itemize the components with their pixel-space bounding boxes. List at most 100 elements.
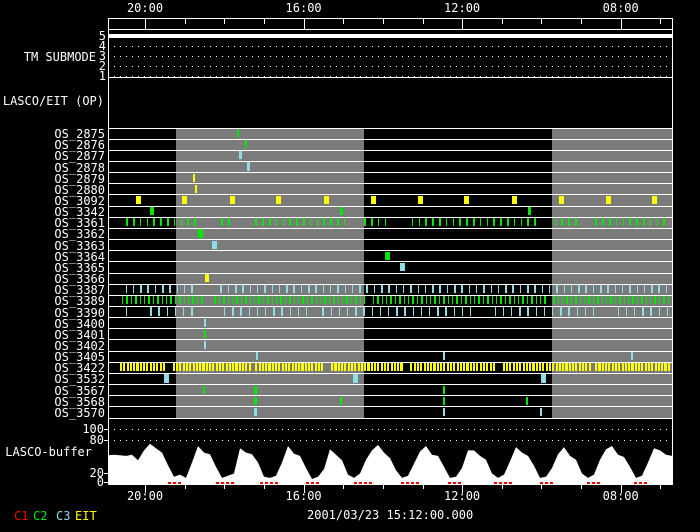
- os-mark: [385, 296, 388, 305]
- os-mark: [565, 363, 568, 372]
- os-mark: [304, 363, 307, 372]
- os-mark: [527, 207, 531, 216]
- os-mark: [553, 296, 555, 305]
- os-mark: [135, 296, 137, 305]
- buffer-red-mark: [448, 482, 451, 484]
- os-row-label: OS_2878: [54, 160, 105, 175]
- os-mark: [203, 385, 206, 394]
- os-mark: [526, 396, 529, 405]
- os-mark: [315, 285, 317, 294]
- os-mark: [306, 296, 309, 305]
- buffer-red-mark: [494, 482, 497, 484]
- os-mark: [228, 363, 231, 372]
- os-mark: [204, 274, 209, 283]
- buffer-red-mark: [597, 482, 600, 484]
- os-mark: [407, 296, 410, 305]
- os-mark: [242, 285, 244, 294]
- os-mark: [271, 285, 274, 294]
- hour-tick-top: [145, 19, 146, 29]
- os-mark: [555, 363, 558, 372]
- os-mark: [238, 363, 241, 372]
- os-mark: [534, 218, 536, 227]
- hour-tick-top: [501, 19, 503, 24]
- os-mark: [337, 218, 339, 227]
- buffer-ytick-label: 80: [89, 433, 104, 447]
- os-mark: [618, 363, 621, 372]
- os-mark: [490, 285, 493, 294]
- os-mark: [237, 129, 239, 138]
- os-mark: [572, 363, 575, 372]
- hour-tick-top: [422, 19, 424, 24]
- buffer-red-mark: [178, 482, 181, 484]
- os-mark: [650, 307, 652, 316]
- os-mark: [315, 296, 318, 305]
- os-mark: [281, 307, 283, 316]
- os-mark: [511, 195, 517, 205]
- os-mark: [491, 296, 494, 305]
- os-mark: [486, 218, 489, 227]
- os-mark: [531, 296, 533, 305]
- os-mark: [352, 374, 358, 383]
- os-mark: [289, 296, 291, 305]
- os-mark: [592, 307, 595, 316]
- os-mark: [395, 285, 398, 294]
- os-mark: [601, 296, 604, 305]
- hour-tick-bottom: [422, 485, 424, 489]
- os-mark: [443, 352, 446, 361]
- os-mark: [291, 363, 294, 372]
- os-mark: [513, 296, 516, 305]
- hour-tick-top: [224, 19, 226, 24]
- buffer-red-mark: [509, 482, 512, 484]
- os-mark: [296, 218, 298, 227]
- row-separator: [108, 283, 672, 285]
- os-mark: [314, 363, 317, 372]
- buffer-red-mark: [634, 482, 637, 484]
- os-mark: [275, 296, 278, 305]
- os-mark: [275, 363, 278, 372]
- os-mark: [330, 307, 333, 316]
- os-row-label: OS_3422: [54, 361, 105, 376]
- os-mark: [143, 296, 146, 305]
- os-mark: [651, 363, 654, 372]
- os-mark: [588, 363, 591, 372]
- os-mark: [387, 363, 390, 372]
- os-mark: [245, 363, 248, 372]
- os-mark: [644, 363, 647, 372]
- os-mark: [443, 296, 445, 305]
- os-mark: [146, 218, 149, 227]
- buffer-red-mark: [168, 482, 171, 484]
- os-mark: [469, 363, 472, 372]
- row-separator: [108, 328, 672, 330]
- os-mark: [182, 195, 188, 205]
- os-mark: [560, 307, 562, 316]
- os-mark: [289, 307, 292, 316]
- os-row-label: OS_3400: [54, 316, 105, 331]
- os-mark: [624, 363, 627, 372]
- os-mark: [240, 296, 243, 305]
- os-mark: [466, 363, 469, 372]
- buffer-red-mark: [540, 482, 543, 484]
- os-mark: [379, 307, 382, 316]
- os-mark: [384, 218, 387, 227]
- os-mark: [321, 363, 324, 372]
- os-mark: [509, 363, 512, 372]
- os-mark: [534, 285, 536, 294]
- os-mark: [621, 363, 624, 372]
- os-row-label: OS_3362: [54, 227, 105, 242]
- os-mark: [269, 218, 271, 227]
- os-mark: [227, 296, 230, 305]
- os-mark: [329, 285, 332, 294]
- lasco-buffer-label: LASCO-buffer: [5, 445, 92, 459]
- os-mark: [152, 296, 155, 305]
- os-mark: [354, 363, 357, 372]
- os-mark: [579, 296, 582, 305]
- os-mark: [255, 218, 257, 227]
- os-mark: [641, 296, 643, 305]
- os-mark: [293, 296, 296, 305]
- os-mark: [235, 285, 237, 294]
- os-mark: [387, 307, 390, 316]
- os-mark: [212, 363, 215, 372]
- os-row-label: OS_3342: [54, 205, 105, 220]
- os-mark: [512, 285, 514, 294]
- os-mark: [464, 195, 470, 205]
